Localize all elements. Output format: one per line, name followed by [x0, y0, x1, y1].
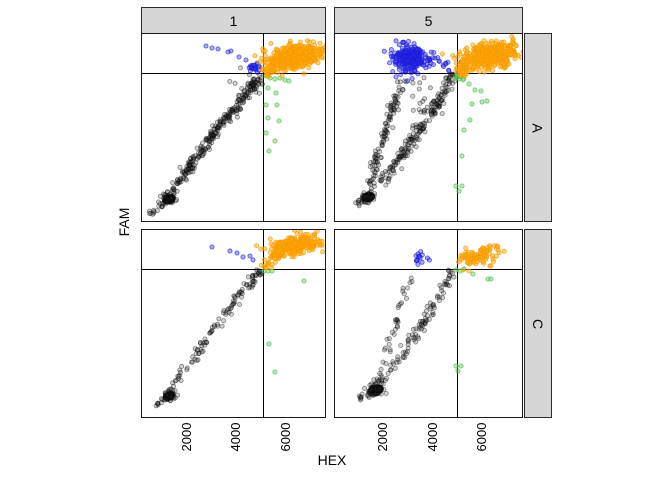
column-strip-5-label: 5: [424, 12, 433, 29]
y-axis-label: FAM: [116, 207, 132, 237]
row-strip-A-label: A: [530, 122, 546, 133]
scatter-points-1C: [142, 230, 325, 417]
scatter-panel-1A: [141, 33, 326, 222]
x-axis-label: HEX: [317, 452, 347, 468]
row-strip-C: C: [524, 229, 552, 418]
scatter-points-1A: [142, 34, 325, 221]
x-tick-label-left-4000: 4000: [228, 422, 243, 452]
column-strip-5: 5: [334, 7, 523, 34]
x-tick-label-left-2000: 2000: [179, 422, 194, 452]
x-tick-label-right-4000: 4000: [425, 422, 440, 452]
scatter-points-5A: [335, 34, 522, 221]
x-tick-label-right-2000: 2000: [375, 422, 390, 452]
scatter-panel-5A: [334, 33, 523, 222]
column-strip-1-label: 1: [229, 12, 238, 29]
scatter-points-5C: [335, 230, 522, 417]
row-strip-C-label: C: [530, 318, 546, 329]
row-strip-A: A: [524, 33, 552, 222]
column-strip-1: 1: [141, 7, 326, 34]
scatter-panel-1C: [141, 229, 326, 418]
x-tick-label-left-6000: 6000: [278, 422, 293, 452]
x-tick-label-right-6000: 6000: [474, 422, 489, 452]
scatter-panel-5C: [334, 229, 523, 418]
